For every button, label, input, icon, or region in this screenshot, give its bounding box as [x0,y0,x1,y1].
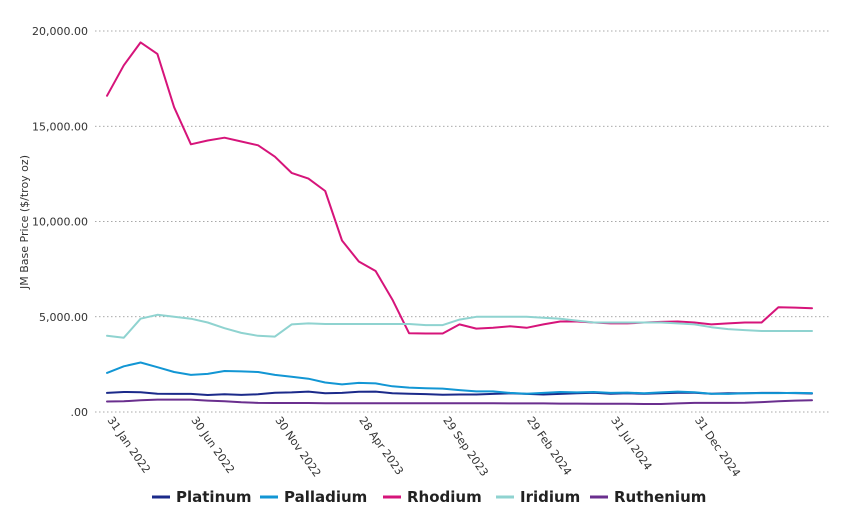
legend-label-platinum: Platinum [176,488,252,506]
x-tick-label-5: 29 Feb 2024 [524,414,574,478]
y-tick-label-0: .00 [71,406,89,419]
y-tick-label-2: 10,000.00 [32,216,88,229]
x-tick-label-1: 30 Jun 2022 [188,414,237,476]
x-axis-ticks: 31 Jan 2022 30 Jun 2022 30 Nov 2022 28 Apr … [105,414,743,479]
x-tick-label-3: 28 Apr 2023 [356,414,406,477]
x-tick-label-6: 31 Jul 2024 [608,414,654,472]
legend: Platinum Palladium Rhodium Iridium Ruthenium [152,488,706,506]
x-tick-label-7: 31 Dec 2024 [692,414,743,479]
y-tick-label-4: 20,000.00 [32,25,88,38]
legend-label-iridium: Iridium [520,488,580,506]
series-line-rhodium [106,41,813,335]
legend-label-rhodium: Rhodium [407,488,482,506]
y-tick-label-1: 5,000.00 [39,311,88,324]
y-axis-ticks: .00 5,000.00 10,000.00 15,000.00 20,000.00 [32,25,88,419]
x-tick-label-4: 29 Sep 2023 [440,414,491,479]
grid-layer [95,30,830,413]
series-line-iridium [106,313,813,339]
legend-label-palladium: Palladium [284,488,367,506]
x-tick-label-0: 31 Jan 2022 [105,414,153,475]
series-layer [106,41,813,405]
series-line-palladium [106,361,813,395]
y-tick-label-3: 15,000.00 [32,120,88,133]
y-axis-title: JM Base Price ($/troy oz) [18,155,31,290]
x-tick-label-2: 30 Nov 2022 [272,414,323,479]
legend-label-ruthenium: Ruthenium [614,488,706,506]
series-line-ruthenium [106,398,813,405]
